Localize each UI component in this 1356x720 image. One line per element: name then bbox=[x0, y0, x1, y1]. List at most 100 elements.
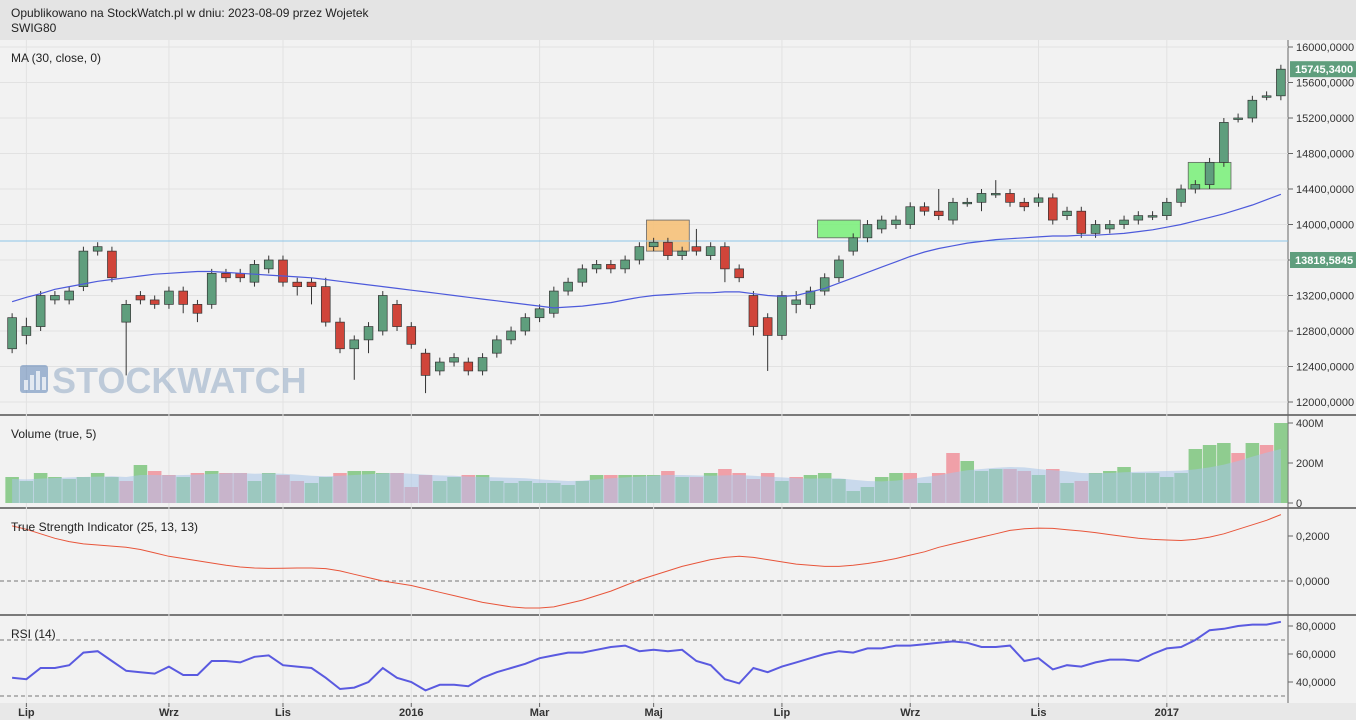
price-tick-label: 14400,0000 bbox=[1296, 184, 1354, 196]
candle bbox=[1176, 188, 1186, 203]
candle bbox=[919, 206, 930, 212]
candle bbox=[962, 201, 973, 205]
level-price-tag bbox=[1290, 252, 1356, 268]
price-panel-title: MA (30, close, 0) bbox=[11, 51, 101, 65]
candle bbox=[435, 361, 445, 372]
candle bbox=[634, 246, 645, 261]
candle bbox=[691, 246, 702, 252]
candle bbox=[492, 339, 502, 354]
candle bbox=[1133, 215, 1144, 221]
candle bbox=[1033, 197, 1044, 203]
rsi-tick-label: 40,0000 bbox=[1296, 677, 1336, 689]
candle bbox=[563, 281, 573, 292]
candle bbox=[1261, 95, 1272, 98]
candle bbox=[149, 299, 160, 305]
candle bbox=[876, 219, 887, 230]
candle bbox=[192, 304, 203, 314]
candle bbox=[1119, 219, 1129, 225]
candle bbox=[420, 352, 431, 376]
price-tick-label: 14000,0000 bbox=[1296, 220, 1354, 232]
rsi-panel-title: RSI (14) bbox=[11, 627, 56, 641]
watermark-logo-icon bbox=[20, 365, 48, 393]
header-bar: Opublikowano na StockWatch.pl w dniu: 20… bbox=[0, 0, 1356, 40]
candle bbox=[891, 219, 901, 225]
candle bbox=[1276, 68, 1286, 97]
volume-tick-label: 200M bbox=[1296, 458, 1324, 470]
candle bbox=[1247, 99, 1258, 119]
candle bbox=[1162, 201, 1172, 216]
candle bbox=[363, 326, 374, 341]
price-tick-label: 16000,0000 bbox=[1296, 42, 1354, 54]
candle bbox=[777, 295, 787, 336]
rsi-tick-label: 60,0000 bbox=[1296, 649, 1336, 661]
candle bbox=[591, 264, 602, 270]
candle bbox=[734, 268, 744, 279]
candle bbox=[577, 268, 588, 283]
candle bbox=[648, 241, 659, 248]
candle bbox=[221, 272, 231, 279]
pattern-highlight-1 bbox=[817, 219, 861, 239]
candle bbox=[819, 277, 830, 292]
rsi-panel-bg bbox=[0, 616, 1288, 703]
volume-ma-area bbox=[12, 449, 1281, 503]
x-tick-label: Mar bbox=[530, 707, 550, 719]
price-tick-label: 12000,0000 bbox=[1296, 397, 1354, 409]
candle bbox=[620, 259, 630, 270]
x-tick-label: Wrz bbox=[900, 707, 920, 719]
candle bbox=[477, 357, 488, 372]
x-tick-label: Lis bbox=[1031, 707, 1047, 719]
tsi-line bbox=[11, 514, 1282, 609]
volume-tick-label: 400M bbox=[1296, 418, 1324, 430]
level-price-label: 13818,5845 bbox=[1295, 255, 1353, 267]
candle bbox=[335, 321, 345, 350]
rsi-line bbox=[12, 620, 1282, 692]
candle bbox=[705, 246, 716, 256]
candle bbox=[406, 326, 417, 345]
candle bbox=[1147, 215, 1158, 218]
candle bbox=[1048, 197, 1058, 221]
candle bbox=[834, 259, 844, 279]
candle bbox=[292, 281, 303, 287]
candle bbox=[748, 295, 759, 327]
candle bbox=[1233, 117, 1243, 120]
price-panel-bg bbox=[0, 40, 1288, 414]
candle bbox=[663, 241, 673, 256]
tsi-tick-label: 0,2000 bbox=[1296, 531, 1330, 543]
watermark-text: STOCKWATCH bbox=[52, 360, 307, 401]
price-tick-label: 13200,0000 bbox=[1296, 291, 1354, 303]
candle bbox=[263, 259, 274, 270]
candle bbox=[107, 250, 117, 279]
candle bbox=[1105, 224, 1115, 230]
candle bbox=[463, 361, 474, 372]
candle bbox=[449, 357, 459, 363]
candle bbox=[7, 317, 17, 350]
candle bbox=[677, 250, 687, 256]
price-tick-label: 12800,0000 bbox=[1296, 326, 1354, 338]
candle bbox=[848, 237, 858, 252]
candle bbox=[392, 304, 402, 327]
candle bbox=[1204, 162, 1215, 185]
candle bbox=[506, 330, 516, 341]
rsi-tick-label: 80,0000 bbox=[1296, 621, 1336, 633]
candle bbox=[933, 210, 944, 216]
candle bbox=[520, 317, 531, 332]
last-price-tag bbox=[1290, 61, 1356, 78]
x-axis-bg bbox=[0, 703, 1356, 720]
price-tick-label: 15200,0000 bbox=[1296, 113, 1354, 125]
x-tick-label: Lip bbox=[774, 707, 791, 719]
candle bbox=[121, 304, 131, 323]
candle bbox=[948, 201, 958, 221]
candle bbox=[278, 259, 288, 283]
candle bbox=[378, 295, 388, 332]
candle bbox=[1062, 210, 1072, 216]
x-tick-label: Wrz bbox=[159, 707, 179, 719]
candle bbox=[1005, 193, 1015, 203]
volume-panel-title: Volume (true, 5) bbox=[11, 427, 96, 441]
x-tick-label: Lip bbox=[18, 707, 35, 719]
volume-tick-label: 0 bbox=[1296, 498, 1302, 510]
published-info: Opublikowano na StockWatch.pl w dniu: 20… bbox=[11, 6, 369, 20]
tsi-panel-bg bbox=[0, 509, 1288, 614]
x-tick-label: 2016 bbox=[399, 707, 423, 719]
candle bbox=[306, 281, 317, 287]
